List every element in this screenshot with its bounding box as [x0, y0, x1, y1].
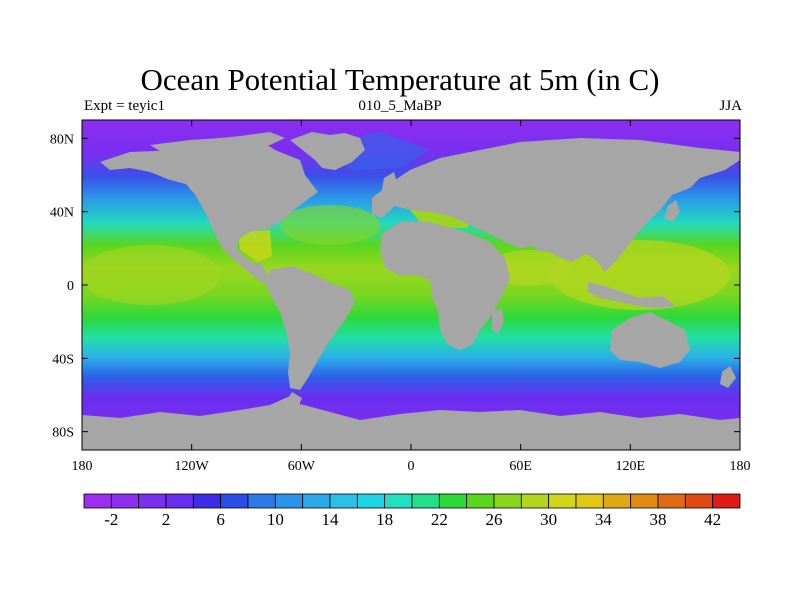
- x-tick-label: 180: [72, 459, 93, 474]
- central-pacific-warm-region: [82, 245, 220, 305]
- map-title: Ocean Potential Temperature at 5m (in C): [140, 62, 660, 97]
- colorbar-swatch: [575, 493, 604, 509]
- colorbar-swatch: [493, 493, 522, 509]
- colorbar-swatch: [83, 493, 112, 509]
- experiment-label: Expt = teyic1: [84, 98, 165, 114]
- gulf-of-mexico-warm: [238, 230, 272, 262]
- colorbar-swatch: [630, 493, 659, 509]
- madagascar: [492, 308, 504, 334]
- ross-ice-shelf: [148, 426, 203, 430]
- north-america: [100, 140, 318, 286]
- x-tick-label: 120W: [175, 459, 210, 474]
- colorbar-swatch: [438, 493, 468, 509]
- colorbar-swatch: [466, 493, 495, 509]
- colorbar-label: -2: [104, 510, 118, 529]
- colorbar-swatch: [657, 493, 686, 509]
- x-tick-label: 180: [730, 459, 751, 474]
- latitude-axis: 80N 40N 0 40S 80S: [50, 132, 740, 441]
- y-tick-label: 40S: [52, 352, 74, 367]
- land-masses: [82, 132, 740, 450]
- x-tick-label: 60W: [288, 459, 316, 474]
- colorbar-swatch: [247, 493, 276, 509]
- colorbar-swatch: [110, 493, 140, 509]
- colorbar-swatch: [138, 493, 167, 509]
- australia: [610, 312, 690, 368]
- colorbar-swatch: [384, 493, 413, 509]
- y-tick-label: 80S: [52, 426, 74, 441]
- time-period-label: 010_5_MaBP: [358, 98, 442, 114]
- colorbar-swatch: [165, 493, 194, 509]
- colorbar-label: 30: [540, 510, 557, 529]
- colorbar-swatch: [220, 493, 249, 509]
- colorbar-swatch: [356, 493, 386, 509]
- colorbar-label: 6: [216, 510, 225, 529]
- antarctic-peninsula: [280, 392, 302, 412]
- africa: [380, 222, 510, 350]
- colorbar-label: 26: [486, 510, 503, 529]
- colorbar-swatch: [602, 493, 632, 509]
- north-atlantic-subtropical-region: [280, 205, 380, 245]
- colorbar-label: 38: [650, 510, 667, 529]
- x-tick-label: 60E: [509, 459, 532, 474]
- colorbar-swatch: [684, 493, 714, 509]
- british-isles: [382, 172, 398, 194]
- x-tick-label: 120E: [616, 459, 646, 474]
- longitude-axis: 180 120W 60W 0 60E 120E 180: [72, 120, 751, 474]
- colorbar-label: 22: [431, 510, 448, 529]
- eurasia: [372, 138, 740, 272]
- new-zealand: [720, 366, 736, 388]
- colorbar: -2 2 6 10 14 18 22 26 30 34 38 42: [83, 493, 741, 529]
- maritime-continent: [588, 282, 676, 308]
- arctic-islands: [150, 132, 285, 152]
- colorbar-swatch: [520, 493, 550, 509]
- y-tick-label: 0: [67, 279, 74, 294]
- colorbar-label: 18: [376, 510, 393, 529]
- colorbar-label: 42: [704, 510, 721, 529]
- colorbar-swatch: [548, 493, 577, 509]
- colorbar-label: 34: [595, 510, 613, 529]
- colorbar-swatch: [329, 493, 358, 509]
- season-label: JJA: [719, 98, 742, 114]
- japan: [664, 200, 680, 222]
- colorbar-swatch: [274, 493, 304, 509]
- colorbar-label: 10: [267, 510, 284, 529]
- antarctica: [82, 396, 740, 450]
- colorbar-label: 2: [162, 510, 171, 529]
- arabian-sea-warm-region: [490, 250, 570, 286]
- colorbar-swatch: [712, 493, 741, 509]
- colorbar-label: 14: [322, 510, 340, 529]
- south-america: [266, 266, 355, 390]
- y-tick-label: 80N: [50, 132, 74, 147]
- x-tick-label: 0: [408, 459, 415, 474]
- y-tick-label: 40N: [50, 206, 74, 221]
- greenland: [290, 132, 365, 170]
- colorbar-swatch: [192, 493, 222, 509]
- colorbar-swatch: [302, 493, 331, 509]
- colorbar-swatch: [411, 493, 440, 509]
